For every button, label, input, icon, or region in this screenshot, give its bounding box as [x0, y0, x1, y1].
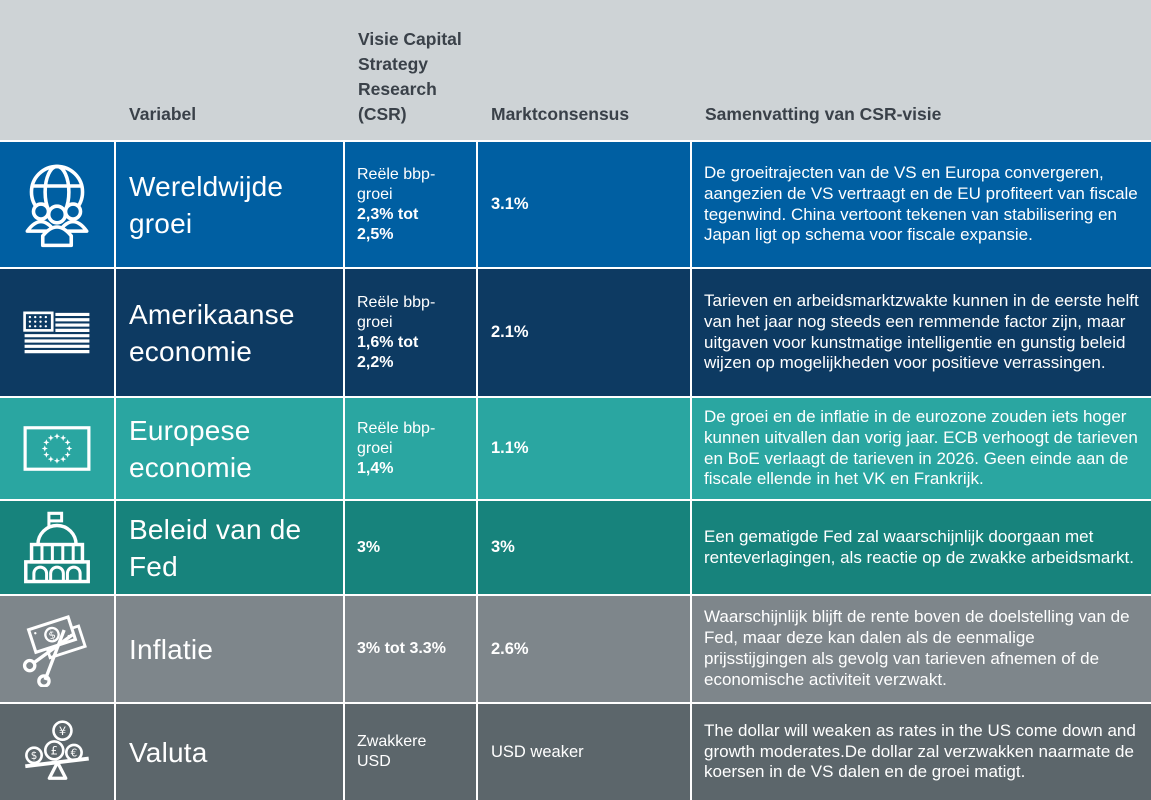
svg-text:£: £: [51, 744, 58, 758]
csr-view-cell: Reële bbp-groei 2,3% tot 2,5%: [345, 142, 476, 267]
csr-bold-text: 3%: [357, 538, 381, 556]
summary-text: Een gematigde Fed zal waarschijnlijk doo…: [704, 526, 1134, 567]
variable-cell: Wereldwijde groei: [116, 142, 343, 267]
csr-view-cell: 3% tot 3.3%: [345, 596, 476, 702]
summary-text: The dollar will weaken as rates in the U…: [704, 720, 1136, 782]
consensus-cell: 2.1%: [478, 269, 690, 396]
col-header-samenvatting: Samenvatting van CSR-visie: [705, 104, 942, 124]
consensus-cell: 3.1%: [478, 142, 690, 267]
summary-cell: The dollar will weaken as rates in the U…: [692, 704, 1151, 800]
consensus-value: 3.1%: [491, 195, 529, 213]
icon-cell: $: [0, 596, 114, 702]
table-row-beleid-van-de-fed: Beleid van de Fed 3% 3% Een gematigde Fe…: [0, 501, 1151, 594]
icon-cell: [0, 398, 114, 499]
svg-text:$: $: [31, 750, 38, 762]
consensus-value: 3%: [491, 538, 515, 556]
eu-flag-icon: [23, 426, 91, 471]
consensus-cell: USD weaker: [478, 704, 690, 800]
consensus-value: 2.1%: [491, 323, 529, 341]
table-row-amerikaanse-economie: Amerikaanse economie Reële bbp-groei 1,6…: [0, 269, 1151, 396]
variable-cell: Inflatie: [116, 596, 343, 702]
svg-text:¥: ¥: [59, 724, 66, 738]
col-header-marktconsensus: Marktconsensus: [491, 104, 630, 124]
table-row-inflatie: $ Inflatie 3% tot 3.3% 2.6% W: [0, 596, 1151, 702]
summary-text: Waarschijnlijk blijft de rente boven de …: [704, 607, 1130, 689]
table-row-valuta: $ £ € ¥ Valuta Zwakkere USD USD weaker T…: [0, 704, 1151, 800]
money-scissors-icon: $: [22, 614, 87, 687]
variable-label: Valuta: [129, 736, 208, 768]
variable-label: Beleid van de Fed: [129, 513, 302, 582]
variable-cell: Beleid van de Fed: [116, 501, 343, 594]
csr-view-cell: Reële bbp-groei 1,6% tot 2,2%: [345, 269, 476, 396]
table-row-europese-economie: Europese economie Reële bbp-groei 1,4% 1…: [0, 398, 1151, 499]
globe-people-icon: [25, 164, 89, 247]
col-header-variabel: Variabel: [129, 104, 197, 124]
csr-plain-text: Zwakkere USD: [357, 733, 427, 770]
csr-plain-text: Reële bbp-groei: [357, 419, 436, 457]
consensus-cell: 3%: [478, 501, 690, 594]
variable-label: Amerikaanse economie: [129, 298, 295, 367]
table-header: Variabel Visie Capital Strategy Research…: [0, 0, 1151, 140]
icon-cell: $ £ € ¥: [0, 704, 114, 800]
capitol-icon: [24, 511, 90, 583]
csr-plain-text: Reële bbp-groei: [357, 165, 436, 203]
csr-bold-text: 3% tot 3.3%: [357, 640, 446, 657]
icon-cell: [0, 142, 114, 267]
currency-balance-icon: $ £ € ¥: [25, 720, 89, 780]
summary-cell: Waarschijnlijk blijft de rente boven de …: [692, 596, 1151, 702]
col-header-csr-visie: Visie Capital Strategy Research (CSR): [358, 29, 462, 124]
variable-cell: Valuta: [116, 704, 343, 800]
summary-cell: Tarieven en arbeidsmarktzwakte kunnen in…: [692, 269, 1151, 396]
variable-cell: Amerikaanse economie: [116, 269, 343, 396]
csr-plain-text: Reële bbp-groei: [357, 293, 436, 331]
icon-cell: [0, 269, 114, 396]
consensus-cell: 1.1%: [478, 398, 690, 499]
summary-text: Tarieven en arbeidsmarktzwakte kunnen in…: [704, 290, 1139, 373]
summary-cell: De groei en de inflatie in de eurozone z…: [692, 398, 1151, 499]
table-row-wereldwijde-groei: Wereldwijde groei Reële bbp-groei 2,3% t…: [0, 142, 1151, 267]
icon-cell: [0, 501, 114, 594]
csr-view-cell: Reële bbp-groei 1,4%: [345, 398, 476, 499]
variable-cell: Europese economie: [116, 398, 343, 499]
us-flag-icon: [23, 311, 90, 354]
consensus-value: 1.1%: [491, 439, 529, 457]
consensus-value: USD weaker: [491, 742, 584, 761]
svg-text:€: €: [71, 747, 78, 759]
variable-label: Europese economie: [129, 414, 253, 483]
csr-bold-text: 1,4%: [357, 459, 394, 477]
summary-text: De groei en de inflatie in de eurozone z…: [704, 406, 1138, 489]
consensus-value: 2.6%: [491, 639, 529, 658]
summary-cell: De groeitrajecten van de VS en Europa co…: [692, 142, 1151, 267]
variable-label: Inflatie: [129, 633, 214, 665]
csr-view-cell: 3%: [345, 501, 476, 594]
consensus-cell: 2.6%: [478, 596, 690, 702]
csr-bold-text: 2,3% tot 2,5%: [357, 205, 419, 243]
csr-bold-text: 1,6% tot 2,2%: [357, 333, 419, 371]
svg-text:$: $: [47, 628, 57, 642]
summary-text: De groeitrajecten van de VS en Europa co…: [704, 162, 1138, 245]
summary-cell: Een gematigde Fed zal waarschijnlijk doo…: [692, 501, 1151, 594]
variable-label: Wereldwijde groei: [129, 170, 284, 239]
csr-view-cell: Zwakkere USD: [345, 704, 476, 800]
